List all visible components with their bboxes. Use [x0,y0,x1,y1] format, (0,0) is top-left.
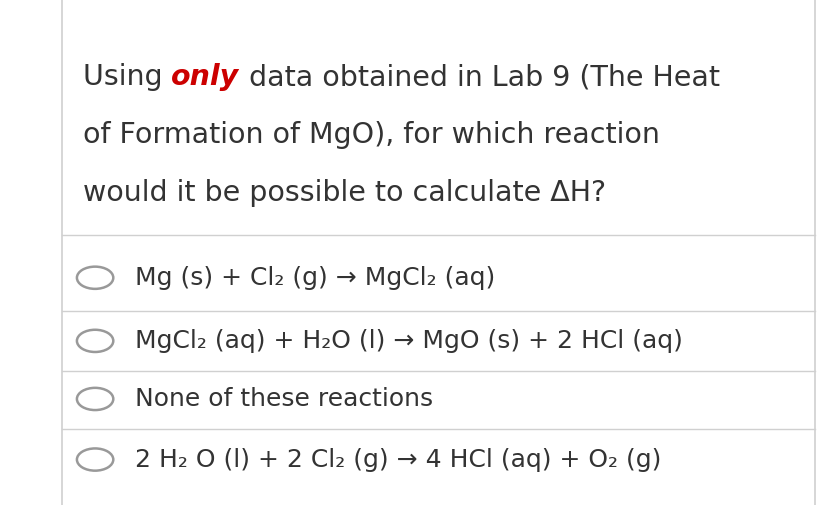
Text: MgCl₂ (aq) + H₂O (l) → MgO (s) + 2 HCl (aq): MgCl₂ (aq) + H₂O (l) → MgO (s) + 2 HCl (… [135,329,682,353]
Text: 2 H₂ O (l) + 2 Cl₂ (g) → 4 HCl (aq) + O₂ (g): 2 H₂ O (l) + 2 Cl₂ (g) → 4 HCl (aq) + O₂… [135,447,661,472]
Text: would it be possible to calculate ΔH?: would it be possible to calculate ΔH? [83,179,606,207]
Text: None of these reactions: None of these reactions [135,387,433,411]
Text: Using: Using [83,63,171,91]
Text: of Formation of MgO), for which reaction: of Formation of MgO), for which reaction [83,121,660,149]
Text: Mg (s) + Cl₂ (g) → MgCl₂ (aq): Mg (s) + Cl₂ (g) → MgCl₂ (aq) [135,266,495,290]
Text: data obtained in Lab 9 (The Heat: data obtained in Lab 9 (The Heat [240,63,719,91]
Text: only: only [171,63,240,91]
